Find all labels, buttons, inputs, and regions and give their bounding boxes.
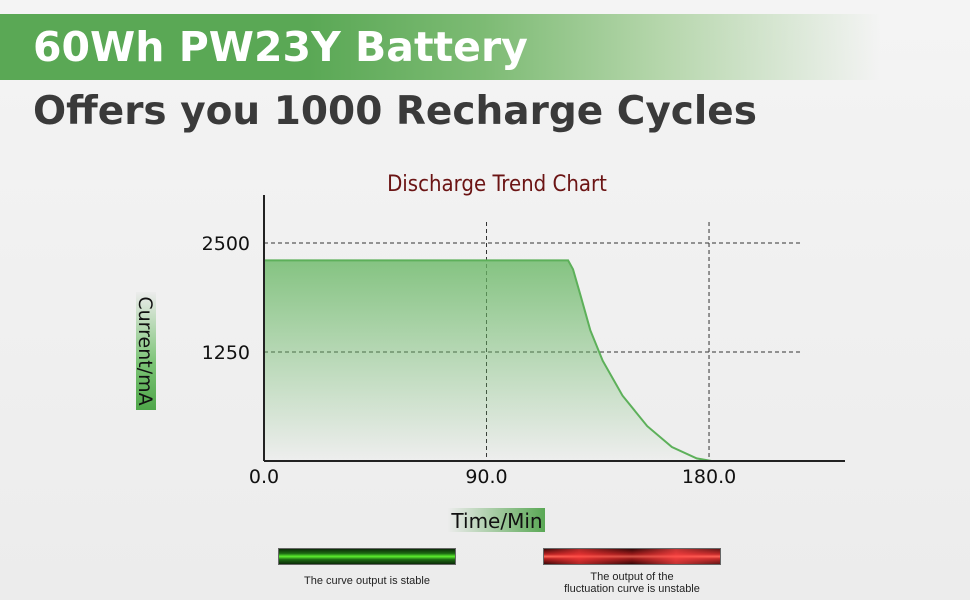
x-axis-label: Time/Min xyxy=(450,509,542,533)
y-axis-label-background xyxy=(136,292,156,410)
y-tick-label-0: 2500 xyxy=(202,233,250,255)
chart-title: Discharge Trend Chart xyxy=(387,172,607,197)
discharge-area-fill xyxy=(264,260,712,461)
x-tick-label-0: 0.0 xyxy=(249,466,279,488)
stable-curve-label: The curve output is stable xyxy=(304,575,430,587)
unstable-curve-label-line1: The output of the xyxy=(590,571,674,583)
y-axis-label: Current/mA xyxy=(134,296,156,405)
page-subtitle: Offers you 1000 Recharge Cycles xyxy=(33,89,757,134)
y-tick-label-1: 1250 xyxy=(202,342,250,364)
x-axis-label-background xyxy=(448,508,545,532)
unstable-curve-label: The output of the fluctuation curve is u… xyxy=(543,571,721,595)
unstable-curve-swatch xyxy=(543,548,721,565)
title-banner xyxy=(0,14,880,80)
x-tick-label-1: 90.0 xyxy=(465,466,507,488)
discharge-curve-line xyxy=(264,259,712,462)
x-tick-label-2: 180.0 xyxy=(682,466,736,488)
stable-curve-swatch xyxy=(278,548,456,565)
unstable-curve-label-line2: fluctuation curve is unstable xyxy=(564,583,700,595)
chart-axes xyxy=(263,195,845,462)
page-title: 60Wh PW23Y Battery xyxy=(33,23,528,71)
chart-tick-labels: 2500 1250 0.0 90.0 180.0 xyxy=(202,233,737,488)
